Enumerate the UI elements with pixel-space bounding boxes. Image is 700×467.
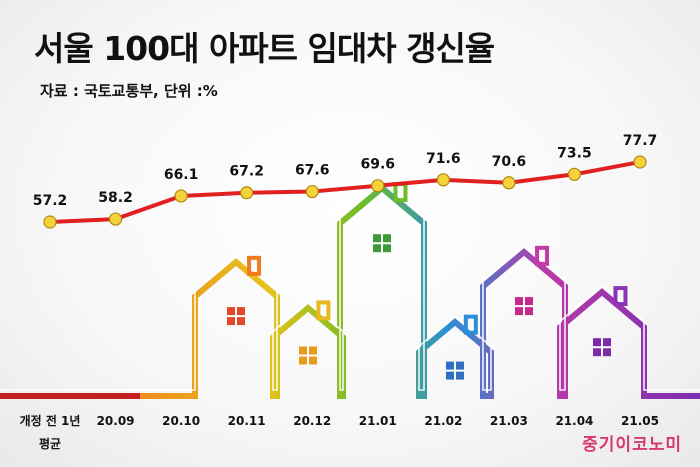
house-outline-highlight [0,180,700,391]
x-tick-label: 개정 전 1년 평균 [20,413,81,451]
data-value-label: 57.2 [33,193,68,209]
data-value-label: 73.5 [557,145,592,161]
chart-title: 서울 100대 아파트 임대차 갱신율 [34,29,495,68]
data-point [371,179,385,193]
value-labels-group: 57.2 58.2 66.1 67.2 67.6 69.6 71.6 70.6 73.5 77.7 [33,133,658,209]
data-point [633,155,647,169]
house-chimney [247,255,262,276]
house-chimney [316,300,331,321]
series-line [48,160,642,224]
decorative-houses [0,180,700,399]
data-value-label: 70.6 [492,154,527,170]
house-window-icon [593,338,611,357]
house-window-icon [446,361,464,380]
chart-source-note: 자료 : 국토교통부, 단위 :% [40,82,218,100]
data-points-group [43,155,647,229]
data-value-label: 58.2 [98,190,133,206]
x-tick-label: 20.09 [97,414,135,428]
house-outline-baseline [0,184,700,399]
data-point [240,186,254,200]
x-tick-label: 20.12 [293,414,331,428]
data-value-label: 66.1 [164,167,199,183]
x-tick-label: 21.03 [490,414,528,428]
data-value-label: 69.6 [361,157,396,173]
data-point [108,212,123,226]
data-point [436,173,450,187]
data-point [305,184,319,199]
x-tick-label: 21.04 [555,414,593,428]
house-chimney [613,286,628,307]
house-chimney [463,314,478,335]
x-tick-label: 20.11 [228,414,266,428]
data-point [502,176,516,190]
x-tick-label: 21.02 [424,414,462,428]
data-value-label: 67.2 [229,164,264,180]
x-tick-labels-group: 개정 전 1년 평균 20.09 20.10 20.11 20.12 21.01 21.02 2… [20,413,659,451]
house-window-icon [299,346,317,365]
house-window-icon [515,297,533,316]
x-tick-label: 20.10 [162,414,200,428]
data-point [174,189,188,203]
data-value-label: 77.7 [623,133,658,149]
data-value-label: 67.6 [295,163,330,179]
house-chimney [535,245,550,266]
house-window-icon [227,307,245,326]
x-tick-label: 21.05 [621,414,659,428]
data-value-label: 71.6 [426,151,461,167]
house-window-icon [373,234,391,253]
x-tick-label: 21.01 [359,414,397,428]
data-point [567,167,582,181]
brand-logo: 중기이코노미 [582,435,682,455]
series-line-group [48,160,642,224]
data-point [43,215,57,229]
